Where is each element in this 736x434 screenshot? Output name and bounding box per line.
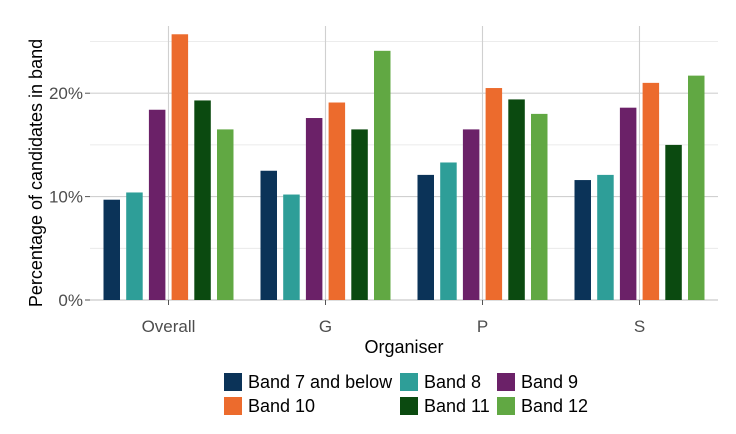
x-axis-title: Organiser bbox=[364, 337, 443, 357]
legend-swatch bbox=[224, 397, 242, 415]
y-tick-label: 20% bbox=[49, 84, 83, 103]
y-axis-title: Percentage of candidates in band bbox=[26, 39, 46, 307]
y-tick-label: 10% bbox=[49, 188, 83, 207]
bar-overall-series-3 bbox=[148, 109, 166, 300]
x-tick-label: G bbox=[319, 317, 332, 336]
x-tick-label: Overall bbox=[142, 317, 196, 336]
bar-s-series-6 bbox=[688, 75, 705, 300]
bar-g-series-4 bbox=[328, 102, 346, 300]
bar-p-series-6 bbox=[531, 113, 548, 300]
bar-g-series-1 bbox=[260, 170, 277, 300]
bar-overall-series-5 bbox=[194, 100, 211, 300]
bar-g-series-2 bbox=[283, 194, 300, 300]
bar-p-series-3 bbox=[462, 129, 480, 300]
legend-swatch bbox=[497, 397, 515, 415]
legend-label: Band 12 bbox=[521, 396, 588, 416]
legend-label: Band 8 bbox=[424, 372, 481, 392]
bar-p-series-4 bbox=[485, 88, 503, 300]
bar-s-series-5 bbox=[665, 144, 682, 300]
x-tick-label: P bbox=[477, 317, 488, 336]
bar-overall-series-1 bbox=[103, 199, 120, 300]
bar-s-series-1 bbox=[574, 180, 591, 300]
bar-s-series-2 bbox=[597, 174, 614, 300]
x-tick-label: S bbox=[634, 317, 645, 336]
bar-g-series-6 bbox=[374, 50, 391, 300]
bars bbox=[103, 34, 705, 301]
bar-p-series-1 bbox=[417, 174, 434, 300]
bar-g-series-5 bbox=[351, 129, 368, 300]
bar-g-series-3 bbox=[305, 118, 323, 300]
bar-s-series-4 bbox=[642, 82, 660, 301]
legend-swatch bbox=[400, 397, 418, 415]
legend-label: Band 9 bbox=[521, 372, 578, 392]
legend-swatch bbox=[497, 373, 515, 391]
legend-label: Band 11 bbox=[424, 396, 490, 416]
bar-overall-series-6 bbox=[217, 129, 234, 300]
legend-swatch bbox=[224, 373, 242, 391]
legend-swatch bbox=[400, 373, 418, 391]
bar-p-series-5 bbox=[508, 99, 525, 301]
legend-label: Band 10 bbox=[248, 396, 315, 416]
bar-p-series-2 bbox=[440, 162, 457, 300]
legend-label: Band 7 and below bbox=[248, 372, 393, 392]
legend: Band 7 and below Band 8 Band 9 Band 10 Band … bbox=[224, 372, 588, 416]
y-axis-ticks: 0% 10% 20% bbox=[49, 84, 90, 310]
bar-overall-series-2 bbox=[126, 192, 143, 300]
bar-overall-series-4 bbox=[171, 34, 189, 300]
bar-s-series-3 bbox=[619, 107, 637, 301]
y-tick-label: 0% bbox=[58, 291, 83, 310]
x-axis-ticks: Overall G P S bbox=[142, 300, 645, 336]
